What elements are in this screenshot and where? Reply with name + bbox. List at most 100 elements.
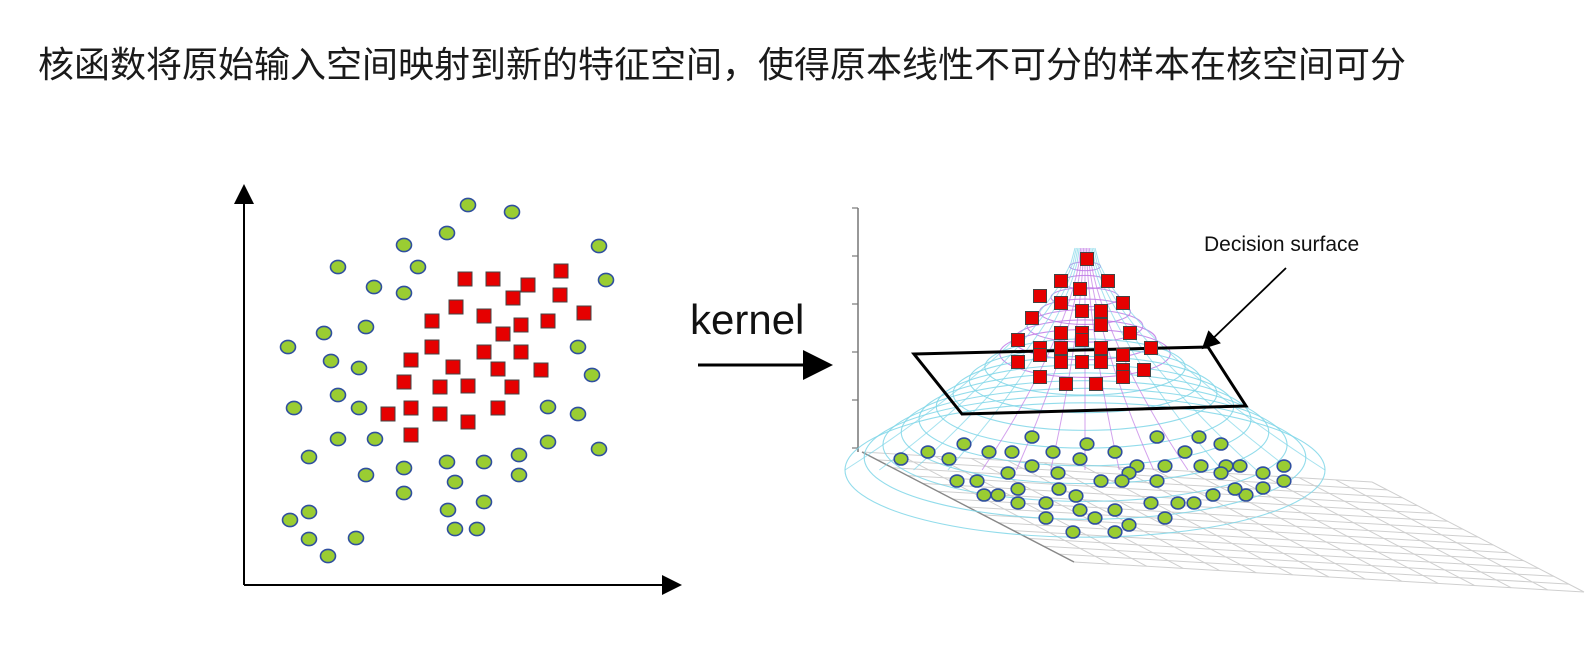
- class-a-point: [1193, 459, 1209, 473]
- class-b-point: [505, 290, 521, 306]
- class-a-point: [395, 237, 413, 253]
- class-b-point: [460, 414, 476, 430]
- class-a-point: [1238, 488, 1254, 502]
- class-a-point: [969, 474, 985, 488]
- class-a-point: [539, 434, 557, 450]
- class-a-point: [949, 474, 965, 488]
- class-a-point: [475, 494, 493, 510]
- class-b-point: [490, 361, 506, 377]
- class-b-point: [403, 427, 419, 443]
- class-a-point: [1024, 430, 1040, 444]
- class-b-point: [513, 317, 529, 333]
- class-a-point: [1255, 466, 1271, 480]
- class-a-point: [329, 387, 347, 403]
- class-b-point: [403, 400, 419, 416]
- class-b-point: [490, 400, 506, 416]
- class-a-point: [279, 339, 297, 355]
- class-b-point: [1137, 363, 1151, 377]
- class-b-point: [424, 339, 440, 355]
- z-axis-ticks: [852, 207, 858, 449]
- class-b-point: [1054, 326, 1068, 340]
- class-a-point: [439, 502, 457, 518]
- class-b-point: [1033, 348, 1047, 362]
- class-a-point: [438, 454, 456, 470]
- class-a-point: [446, 521, 464, 537]
- ground-grid-line: [983, 514, 1494, 546]
- class-a-point: [322, 353, 340, 369]
- class-a-point: [1205, 488, 1221, 502]
- class-a-point: [941, 452, 957, 466]
- class-b-point: [1094, 341, 1108, 355]
- ground-grid-line: [1013, 530, 1524, 562]
- class-a-point: [347, 530, 365, 546]
- class-a-point: [583, 367, 601, 383]
- surface-meridian: [878, 247, 1077, 471]
- input-space-axes: [234, 184, 682, 595]
- kernel-label: kernel: [690, 296, 804, 343]
- class-a-point: [1107, 445, 1123, 459]
- ground-grid-line: [1298, 477, 1512, 589]
- class-b-point: [432, 406, 448, 422]
- class-b-point: [1054, 296, 1068, 310]
- class-b-point: [1080, 252, 1094, 266]
- surface-meridian: [1093, 247, 1292, 471]
- surface-meridian: [913, 247, 1079, 471]
- class-b-point: [396, 374, 412, 390]
- class-a-point: [1072, 503, 1088, 517]
- surface-meridian: [981, 247, 1082, 471]
- class-a-point: [1157, 511, 1173, 525]
- class-a-point: [350, 400, 368, 416]
- class-a-point: [300, 531, 318, 547]
- class-b-point: [1073, 282, 1087, 296]
- class-a-point: [1170, 496, 1186, 510]
- class-a-point: [1227, 482, 1243, 496]
- feature-space-points: [893, 252, 1292, 539]
- class-a-point: [1010, 496, 1026, 510]
- ground-axis-front: [861, 451, 1075, 563]
- class-a-point: [990, 488, 1006, 502]
- class-b-point: [1101, 274, 1115, 288]
- class-a-point: [446, 474, 464, 490]
- surface-meridian: [947, 247, 1080, 471]
- input-space-points: [279, 197, 615, 564]
- class-a-point: [1232, 459, 1248, 473]
- headline-text: 核函数将原始输入空间映射到新的特征空间，使得原本线性不可分的样本在核空间可分: [38, 45, 1407, 86]
- class-b-point: [1094, 304, 1108, 318]
- class-a-point: [366, 431, 384, 447]
- class-b-point: [1144, 341, 1158, 355]
- class-a-point: [1213, 466, 1229, 480]
- class-b-point: [504, 379, 520, 395]
- class-a-point: [475, 454, 493, 470]
- class-a-point: [357, 467, 375, 483]
- surface-meridian: [1091, 247, 1257, 471]
- class-a-point: [1213, 437, 1229, 451]
- class-b-point: [513, 344, 529, 360]
- class-a-point: [1068, 489, 1084, 503]
- class-a-point: [300, 504, 318, 520]
- class-a-point: [510, 447, 528, 463]
- class-b-point: [1075, 333, 1089, 347]
- class-b-point: [1116, 296, 1130, 310]
- class-a-point: [1191, 430, 1207, 444]
- class-b-point: [1054, 355, 1068, 369]
- class-a-point: [1050, 466, 1066, 480]
- ground-grid-line: [1189, 470, 1403, 582]
- class-a-point: [893, 452, 909, 466]
- class-a-point: [1177, 445, 1193, 459]
- class-b-point: [1094, 318, 1108, 332]
- ground-grid-line: [1058, 553, 1569, 585]
- surface-meridian: [1087, 247, 1155, 471]
- class-a-point: [976, 488, 992, 502]
- ground-grid-line: [1371, 481, 1585, 593]
- class-b-point: [457, 271, 473, 287]
- class-b-point: [1123, 326, 1137, 340]
- ground-grid-line: [1153, 468, 1366, 580]
- class-a-point: [285, 400, 303, 416]
- class-b-point: [552, 287, 568, 303]
- decision-surface-label: Decision surface: [1204, 233, 1359, 256]
- class-a-point: [468, 521, 486, 537]
- class-a-point: [1149, 474, 1165, 488]
- class-a-point: [1107, 503, 1123, 517]
- class-a-point: [539, 399, 557, 415]
- class-a-point: [1051, 482, 1067, 496]
